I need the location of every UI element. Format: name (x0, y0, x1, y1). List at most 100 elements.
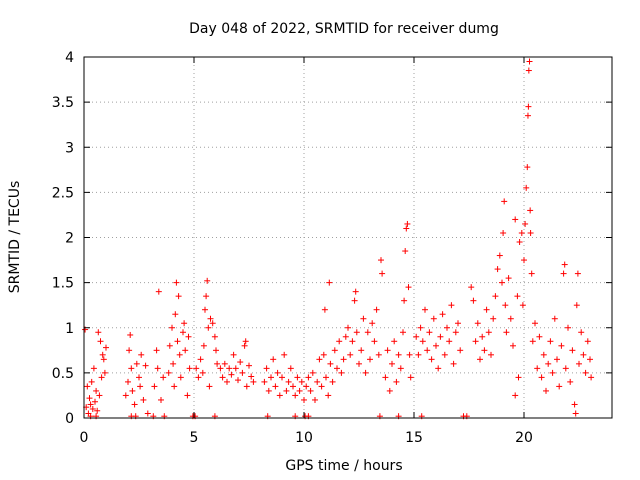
data-point (296, 387, 303, 394)
data-point (578, 329, 585, 336)
data-point (321, 306, 328, 313)
data-point (519, 302, 526, 309)
data-point (100, 356, 107, 363)
data-point (214, 360, 221, 367)
data-point (545, 360, 552, 367)
data-point (88, 378, 95, 385)
data-point (524, 164, 531, 171)
data-point (428, 356, 435, 363)
data-point (490, 315, 497, 322)
data-point (549, 369, 556, 376)
data-point (444, 324, 450, 331)
y-tick-label: 4 (65, 50, 74, 66)
data-point (314, 378, 321, 385)
data-point (170, 360, 177, 367)
data-point (534, 365, 541, 372)
data-point (151, 383, 158, 390)
data-point (518, 229, 525, 236)
data-point (340, 356, 347, 363)
data-point (525, 67, 532, 74)
data-point (492, 293, 499, 300)
data-point (136, 374, 142, 381)
data-point (144, 410, 151, 417)
data-point (468, 284, 475, 291)
data-point (226, 365, 233, 372)
x-tick-label: 20 (515, 430, 533, 446)
data-point (182, 347, 189, 354)
data-point (327, 360, 334, 367)
y-tick-label: 3.5 (52, 95, 74, 111)
data-point (400, 329, 406, 336)
data-point (512, 216, 519, 223)
data-point (403, 225, 410, 232)
data-point (93, 387, 100, 394)
data-point (406, 351, 413, 358)
data-point (127, 331, 134, 338)
data-point (158, 396, 164, 403)
data-point (204, 277, 211, 284)
data-point (405, 284, 412, 291)
data-point (307, 387, 314, 394)
data-point (172, 311, 179, 318)
data-point (349, 338, 356, 345)
data-point (481, 347, 488, 354)
data-point (243, 383, 250, 390)
data-point (561, 261, 568, 268)
data-point (384, 347, 391, 354)
data-point (199, 369, 206, 376)
data-point (512, 392, 519, 399)
data-point (430, 315, 437, 322)
data-point (503, 329, 510, 336)
data-point (569, 347, 576, 354)
data-point (588, 374, 595, 381)
data-point (364, 329, 371, 336)
data-point (193, 365, 200, 372)
data-point (217, 365, 224, 372)
data-point (279, 374, 285, 381)
data-point (538, 374, 545, 381)
y-tick-label: 2.5 (52, 185, 74, 201)
data-point (173, 279, 180, 286)
data-point (500, 229, 507, 236)
chart-title: Day 048 of 2022, SRMTID for receiver dum… (189, 21, 499, 37)
data-point (514, 293, 521, 300)
data-point (272, 383, 279, 390)
data-point (582, 369, 589, 376)
data-point (525, 103, 532, 110)
data-point (516, 239, 523, 246)
data-point (239, 369, 246, 376)
data-point (89, 405, 96, 412)
data-point (92, 398, 98, 405)
data-point (574, 270, 581, 277)
data-point (560, 270, 567, 277)
data-point (97, 338, 104, 345)
data-point (94, 407, 101, 414)
data-point (523, 184, 530, 191)
data-point (176, 351, 183, 358)
data-point (507, 315, 514, 322)
data-point (389, 360, 395, 367)
data-point (584, 338, 591, 345)
data-point (128, 365, 135, 372)
data-point (587, 356, 593, 363)
data-point (351, 297, 358, 304)
data-point (96, 392, 103, 399)
data-point (329, 378, 336, 385)
data-point (415, 351, 422, 358)
data-point (174, 338, 181, 345)
data-point (488, 351, 494, 358)
data-point (155, 288, 162, 295)
data-point (298, 378, 305, 385)
data-point (441, 351, 448, 358)
data-point (246, 362, 252, 369)
data-point (543, 387, 549, 394)
y-tick-label: 1.5 (52, 276, 74, 292)
data-point (494, 266, 501, 273)
data-point (426, 329, 433, 336)
data-point (419, 338, 426, 345)
data-point (186, 365, 193, 372)
y-axis-ticks: 0 0.5 1 1.5 2 2.5 3 3.5 4 (52, 50, 612, 427)
data-point (369, 320, 376, 327)
data-point (207, 315, 214, 322)
data-point (397, 365, 404, 372)
